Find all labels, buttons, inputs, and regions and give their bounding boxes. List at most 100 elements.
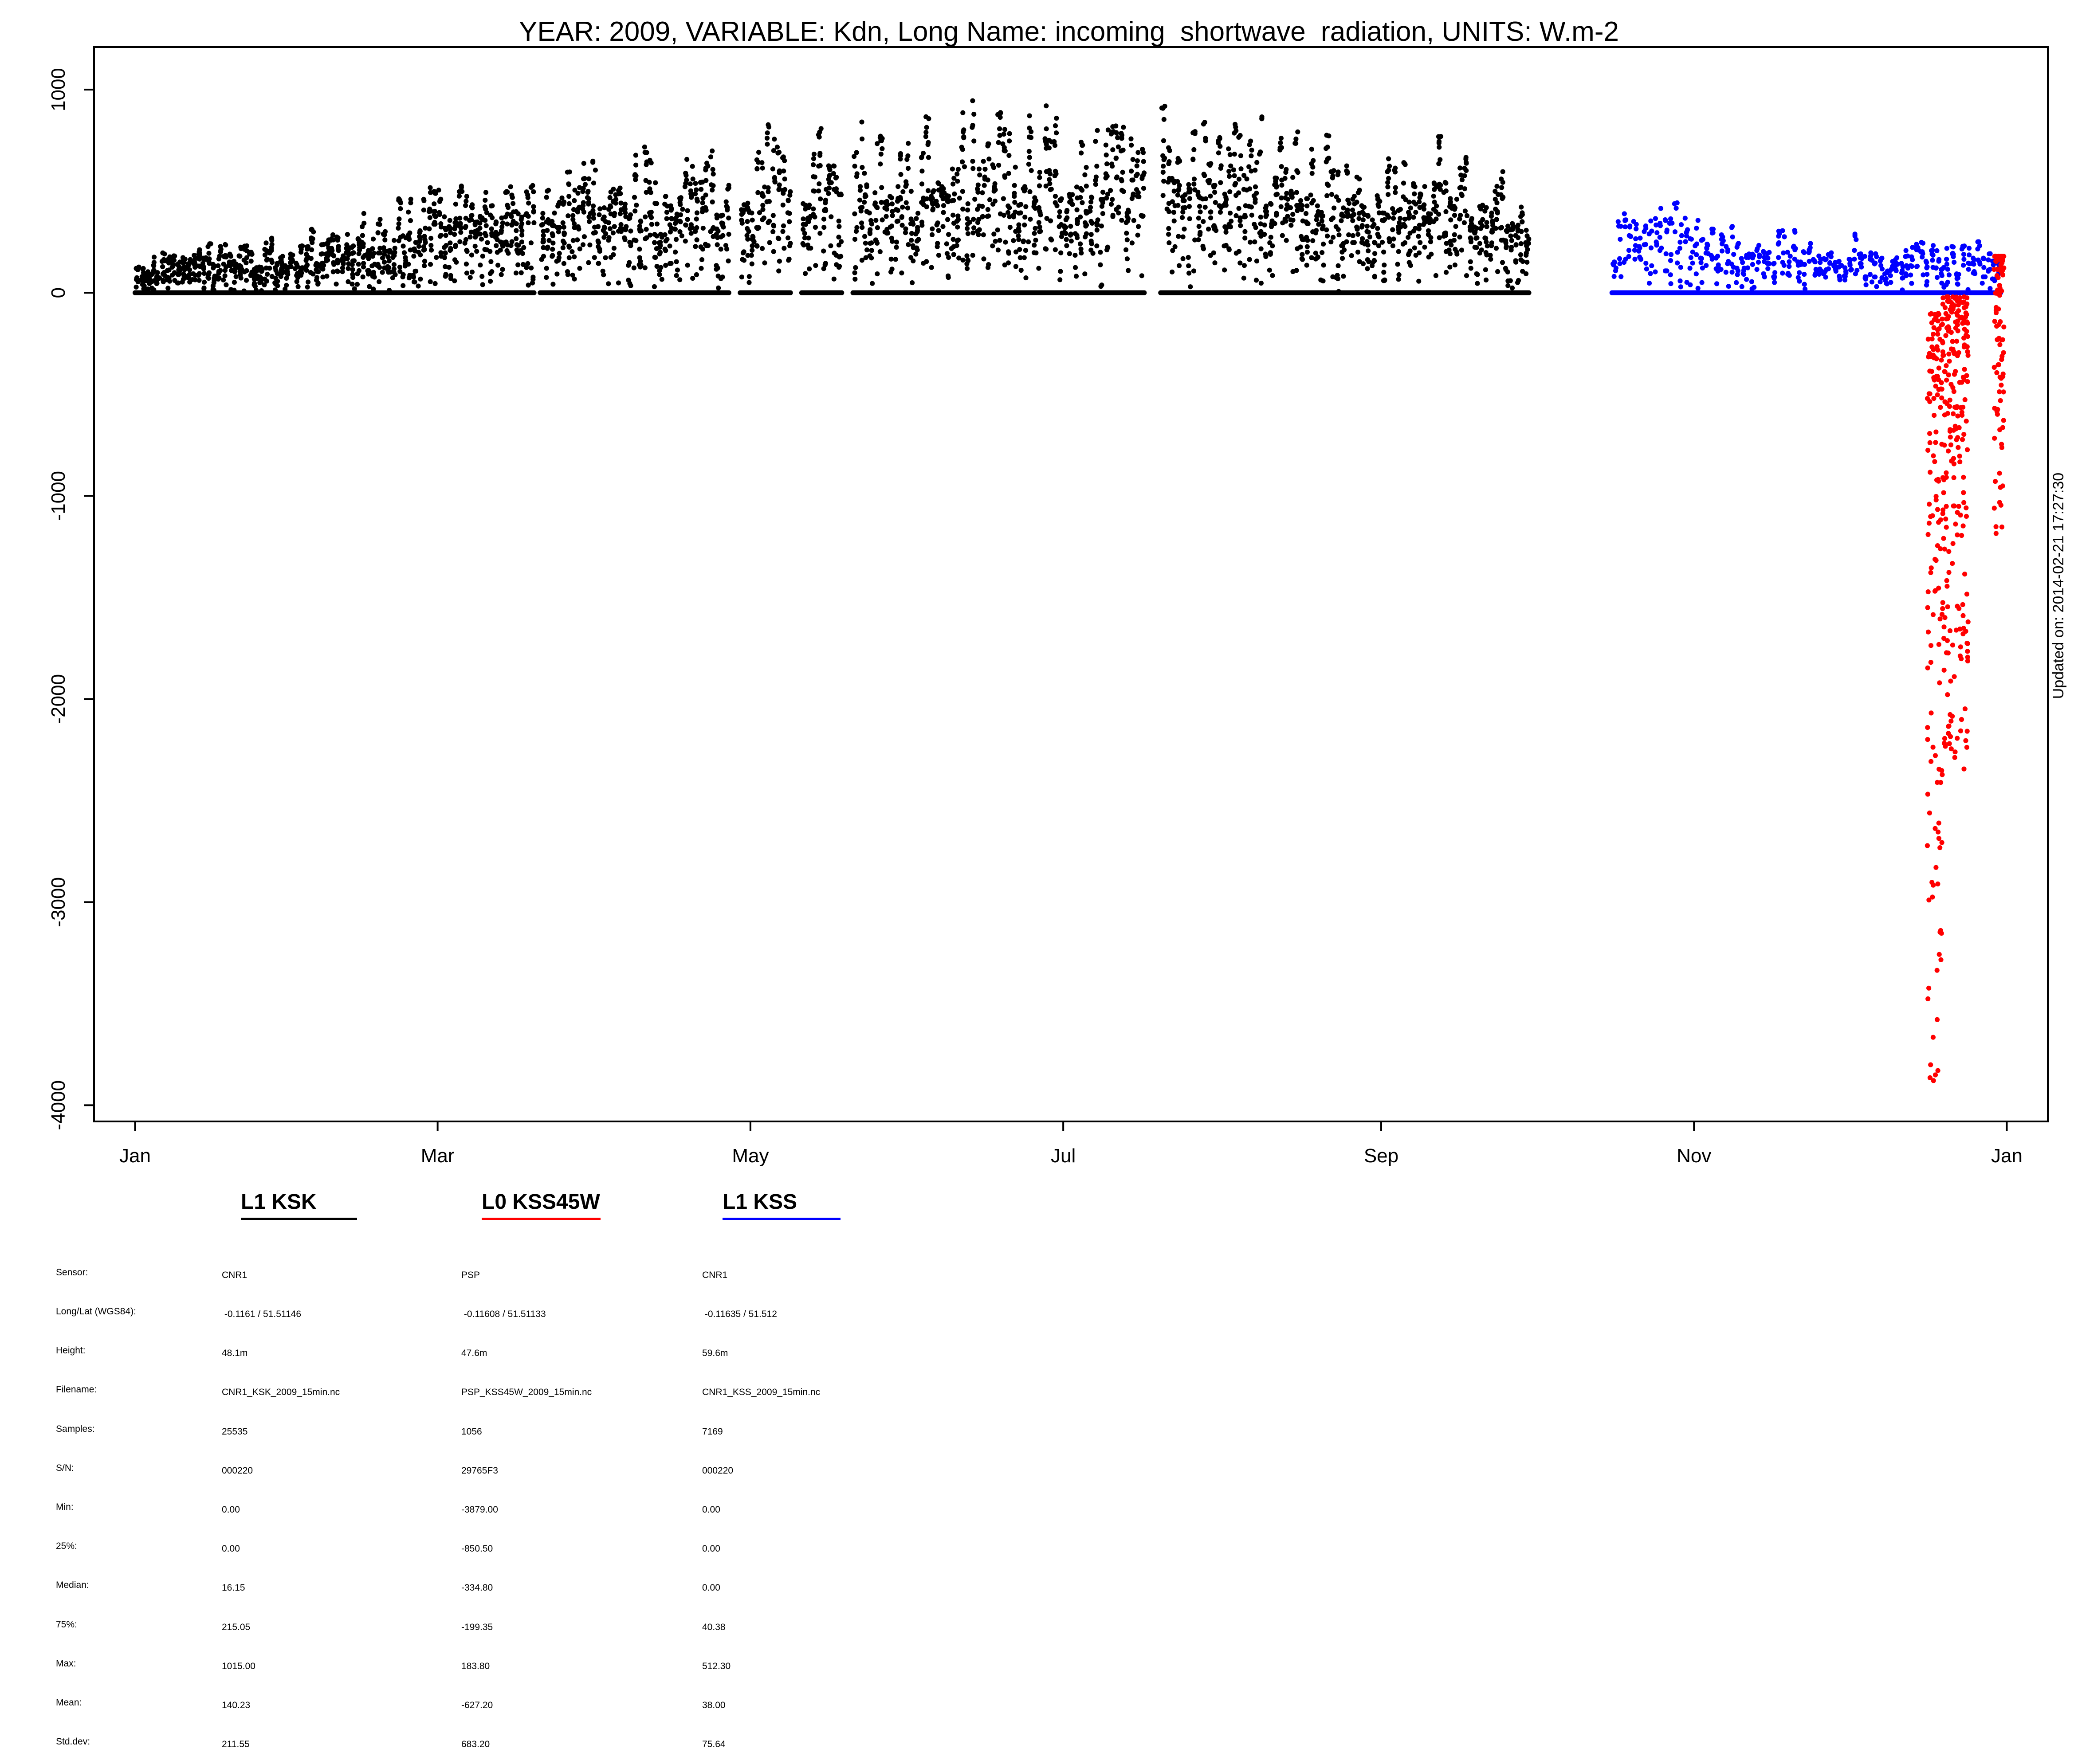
data-point [1208,216,1213,220]
data-point [1385,184,1390,189]
data-point [1750,262,1755,267]
data-point [490,203,495,208]
data-point [1008,225,1013,230]
data-point [765,136,770,141]
data-point [977,167,982,172]
data-point [648,233,652,238]
data-point [458,230,463,235]
data-point [966,201,970,206]
data-point [706,243,711,248]
data-point [575,237,580,242]
data-point [1812,259,1817,263]
data-point [771,223,776,227]
data-point [207,256,212,261]
data-point [1781,251,1786,255]
data-point [1299,207,1304,212]
data-point [1064,216,1069,220]
data-point [1688,266,1693,270]
data-point [1175,192,1180,197]
data-point [1654,242,1659,247]
data-point [762,216,766,220]
data-point [1704,263,1709,268]
data-point [1305,196,1310,201]
data-point [1499,176,1504,181]
data-point [387,259,392,263]
data-point [716,286,721,290]
data-point [1675,260,1680,265]
data-point [1114,156,1119,161]
data-point [463,241,467,246]
data-point [695,210,699,215]
data-point [418,252,423,257]
data-point [996,140,1001,145]
data-point [1310,238,1315,243]
data-point [750,262,754,267]
data-point [693,229,698,234]
data-point [663,247,668,251]
data-point [1053,173,1057,178]
data-point [417,239,422,244]
data-point [1664,251,1669,256]
data-point [421,244,426,249]
data-point [284,283,289,288]
data-point [813,225,818,230]
data-point [1359,224,1364,229]
data-point [351,243,356,248]
data-point [1677,278,1682,283]
data-point [751,239,756,244]
data-point [993,239,998,244]
data-point [1181,235,1186,239]
data-point [1320,250,1324,255]
data-point [1381,270,1386,274]
data-point [1129,169,1134,173]
data-point [1186,186,1191,191]
data-point [1694,271,1699,276]
data-point [946,274,951,278]
data-point [961,134,966,139]
data-point [1279,183,1284,188]
data-point [971,225,976,230]
data-point [878,249,883,254]
data-point [1372,274,1377,279]
x-tick-label: Jul [1051,1145,1076,1167]
data-point [986,157,991,161]
data-point [1248,240,1253,245]
data-point [960,159,965,164]
data-point [1252,239,1257,244]
data-point [817,231,822,236]
data-point [1057,209,1062,214]
data-point [428,279,433,284]
data-point [1350,218,1355,223]
data-point [1134,187,1139,192]
data-point [638,219,643,223]
data-point [1096,217,1100,222]
data-point [767,199,772,204]
data-point [1339,218,1343,223]
data-point [1288,205,1293,210]
data-point [673,221,678,226]
data-point [1668,272,1673,277]
data-point [1339,213,1344,218]
data-point [1321,263,1326,267]
data-point [324,259,329,263]
data-point [470,270,475,274]
data-point [1418,193,1423,198]
data-point [1704,251,1709,255]
data-point [1310,165,1315,169]
data-point [1177,183,1182,188]
data-point [1757,253,1762,258]
data-point [1180,215,1185,220]
data-point [1088,209,1092,214]
data-point [1099,223,1104,228]
data-point [350,282,355,286]
data-point [990,243,995,248]
data-point [955,243,959,248]
data-point [888,194,892,199]
data-point [875,241,880,246]
data-point [754,166,759,171]
y-tick-label: -1000 [47,471,69,521]
data-point [1524,260,1529,265]
data-point [1518,252,1523,257]
y-tick-label: -4000 [47,1080,69,1130]
data-point [418,277,423,282]
